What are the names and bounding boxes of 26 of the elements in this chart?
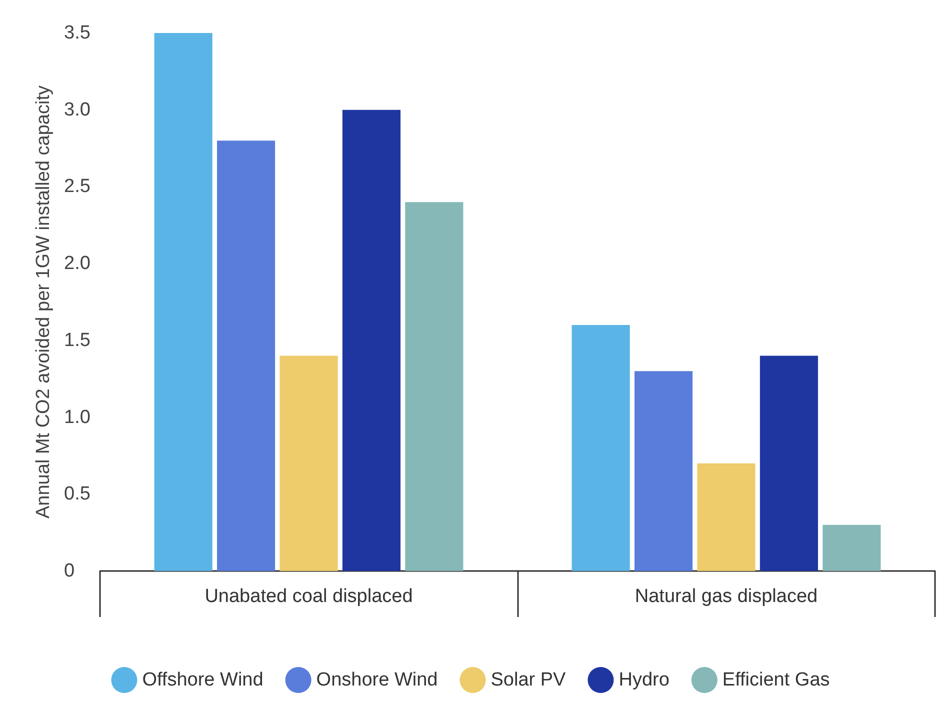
legend-label: Solar PV xyxy=(490,670,566,690)
bar xyxy=(280,356,338,571)
y-tick-label: 0 xyxy=(64,560,75,582)
y-axis-title: Annual Mt CO2 avoided per 1GW installed capacity xyxy=(33,85,54,518)
legend-label: Offshore Wind xyxy=(142,670,264,690)
legend-label: Efficient Gas xyxy=(722,670,830,690)
y-tick-label: 0.5 xyxy=(64,484,90,505)
bar xyxy=(342,110,401,571)
bar xyxy=(405,202,464,571)
y-tick-label: 2.0 xyxy=(64,253,90,274)
y-tick-label: 2.5 xyxy=(64,176,90,198)
bar xyxy=(216,140,276,571)
bar xyxy=(697,463,756,571)
bar xyxy=(634,371,693,571)
bar xyxy=(572,325,630,571)
legend-label: Hydro xyxy=(618,670,670,690)
bar xyxy=(760,356,818,571)
y-tick-label: 3.5 xyxy=(64,22,90,44)
bar xyxy=(822,524,881,571)
bar xyxy=(154,33,212,571)
y-tick-label: 1.5 xyxy=(64,330,90,351)
y-tick-label: 1.0 xyxy=(64,406,90,428)
y-tick-label: 3.0 xyxy=(64,99,90,120)
legend-label: Onshore Wind xyxy=(316,670,438,690)
x-tick-label: Natural gas displaced xyxy=(634,586,818,607)
x-tick-label: Unabated coal displaced xyxy=(204,586,413,607)
